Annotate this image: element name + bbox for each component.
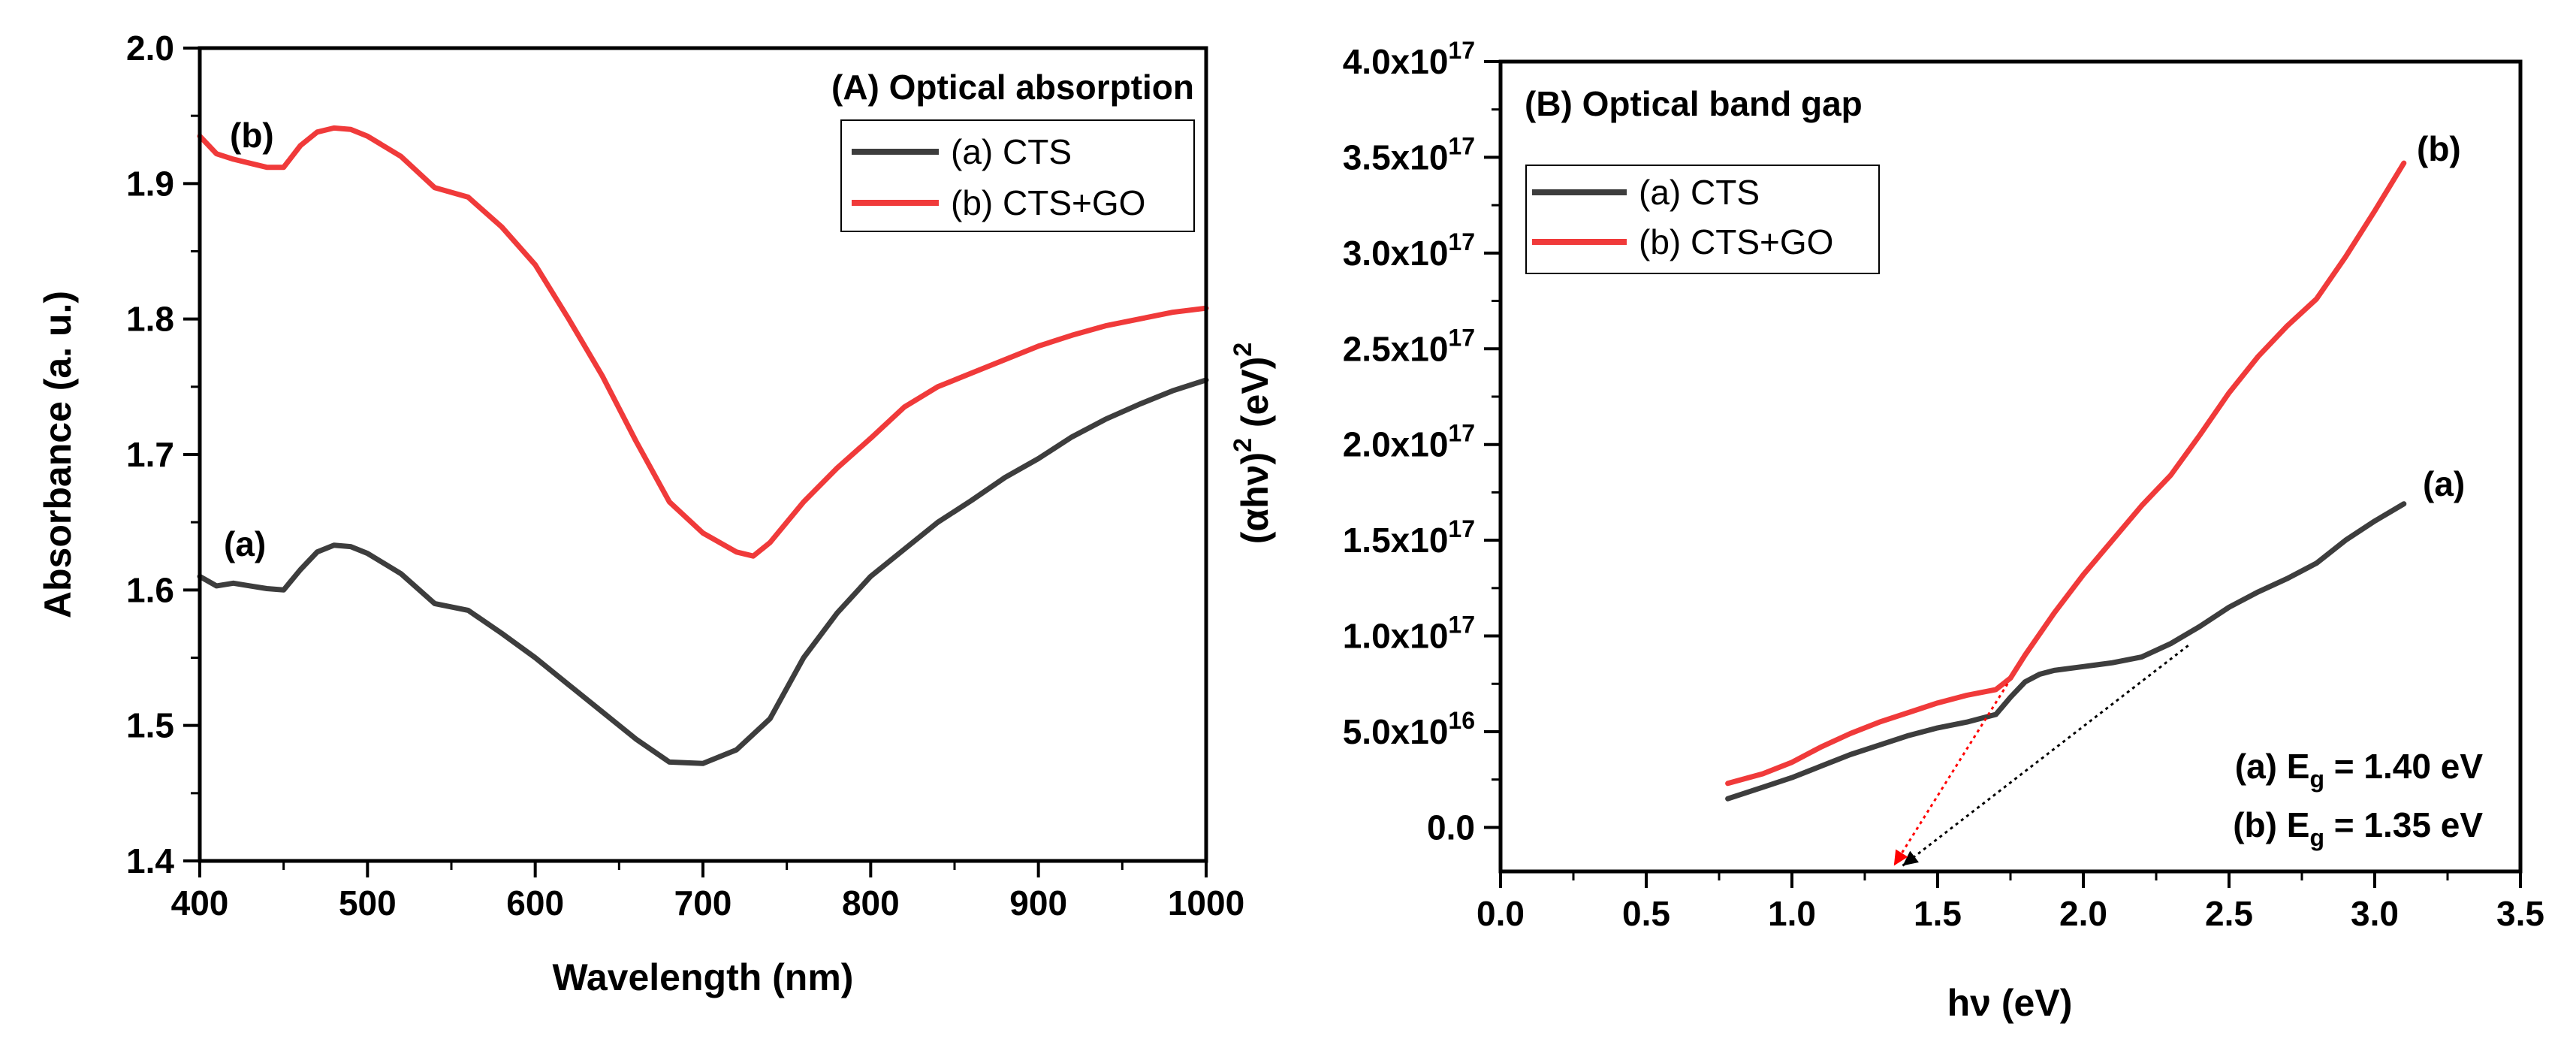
x-tick-label: 700 [674, 883, 732, 923]
legend-box [1525, 165, 1880, 274]
legend: (a) CTS (b) CTS+GO [1525, 165, 1880, 274]
series-line-b [1725, 160, 2407, 787]
x-tick-label: 600 [506, 883, 564, 923]
series-line-a [197, 377, 1209, 766]
y-tick-label: 1.0x1017 [1343, 612, 1475, 656]
legend-box [840, 119, 1195, 232]
legend-label: (b) CTS+GO [951, 183, 1145, 222]
y-tick-label: 1.5x1017 [1343, 515, 1475, 560]
y-tick-label: 1.4 [126, 841, 174, 880]
y-tick-label: 2.0x1017 [1343, 420, 1475, 464]
y-tick-label: 5.0x1016 [1343, 707, 1475, 751]
y-tick-label: 1.6 [126, 570, 174, 609]
legend: (a) CTS (b) CTS+GO [840, 119, 1195, 232]
x-axis-title: hν (eV) [1947, 982, 2073, 1024]
x-tick-label: 0.5 [1622, 894, 1670, 933]
y-tick-label: 1.9 [126, 164, 174, 203]
x-tick-label: 1.5 [1914, 894, 1962, 933]
y-axis-title: Absorbance (a. u.) [37, 291, 79, 618]
y-tick-label: 4.0x1017 [1343, 37, 1475, 81]
chart-title: (B) Optical band gap [1525, 84, 1863, 123]
y-tick-label: 2.0 [126, 29, 174, 68]
panel-optical-band-gap: 0.0 0.5 1.0 1.5 2.0 2.5 3.0 3.5 0.0 5.0x1016 1.0x1… [1229, 37, 2544, 1024]
series-line-b [197, 125, 1209, 559]
y-tick-label: 0.0 [1427, 808, 1475, 847]
curve-label-a: (a) [2423, 464, 2465, 503]
y-tick-label: 1.8 [126, 300, 174, 339]
band-gap-note-b: (b) Eg = 1.35 eV [2233, 805, 2483, 851]
x-tick-label: 3.5 [2496, 894, 2544, 933]
x-tick-label: 0.0 [1477, 894, 1525, 933]
y-tick-label: 2.5x1017 [1343, 324, 1475, 368]
curve-label-b: (b) [230, 116, 274, 155]
curve-label-b: (b) [2417, 129, 2461, 168]
x-tick-label: 400 [171, 883, 229, 923]
chart-title: (A) Optical absorption [831, 68, 1194, 107]
x-tick-label: 2.0 [2059, 894, 2107, 933]
panel-optical-absorption: 400 500 600 700 800 900 1000 1.4 1.5 1.6 1.7 1.8 1.9… [37, 29, 1244, 998]
band-gap-note-a: (a) Eg = 1.40 eV [2235, 747, 2484, 793]
x-tick-label: 500 [339, 883, 397, 923]
extrapolation-line-b [1893, 683, 2009, 867]
arrowhead [1902, 850, 1919, 866]
x-tick-label: 3.0 [2351, 894, 2399, 933]
x-tick-label: 1000 [1168, 883, 1244, 923]
y-tick-label: 3.5x1017 [1343, 132, 1475, 177]
legend-label: (a) CTS [951, 132, 1072, 171]
x-tick-label: 900 [1009, 883, 1067, 923]
series-line-a [1725, 501, 2407, 802]
y-tick-label: 1.5 [126, 706, 174, 745]
curve-label-a: (a) [224, 524, 266, 563]
legend-label: (a) CTS [1639, 173, 1760, 212]
x-tick-label: 2.5 [2205, 894, 2253, 933]
x-axis-title: Wavelength (nm) [553, 956, 854, 998]
y-tick-label: 1.7 [126, 435, 174, 474]
x-tick-label: 1.0 [1768, 894, 1816, 933]
y-axis-title: (αhν)2 (eV)2 [1229, 343, 1276, 545]
arrowhead [1893, 849, 1908, 866]
x-tick-label: 800 [842, 883, 900, 923]
y-tick-label: 3.0x1017 [1343, 228, 1475, 273]
legend-label: (b) CTS+GO [1639, 222, 1833, 261]
